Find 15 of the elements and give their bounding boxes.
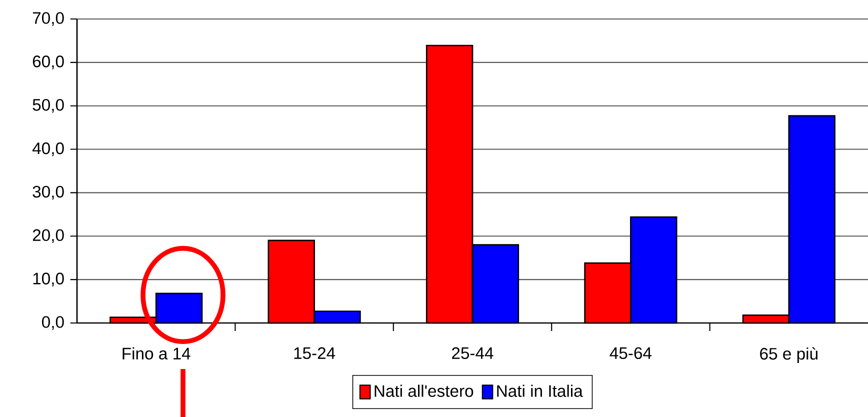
legend-label: Nati in Italia xyxy=(497,384,583,397)
legend-label: Nati all'estero xyxy=(374,384,474,397)
y-tick-label: 50,0 xyxy=(32,98,64,113)
x-tick-label: Fino a 14 xyxy=(122,347,190,360)
y-tick-label: 20,0 xyxy=(32,229,64,244)
y-tick-label: 70,0 xyxy=(32,12,64,26)
x-tick-label: 15-24 xyxy=(294,347,336,360)
x-tick-label: 45-64 xyxy=(610,347,652,360)
x-tick-label: 65 e più xyxy=(760,347,818,363)
y-tick-label: 10,0 xyxy=(33,272,64,286)
y-tick-label: 30,0 xyxy=(32,186,64,200)
x-tick-label: 25-44 xyxy=(452,347,494,360)
y-tick-label: 40,0 xyxy=(32,142,64,156)
y-tick-label: 0,0 xyxy=(42,316,64,330)
y-tick-label: 60,0 xyxy=(32,56,64,70)
